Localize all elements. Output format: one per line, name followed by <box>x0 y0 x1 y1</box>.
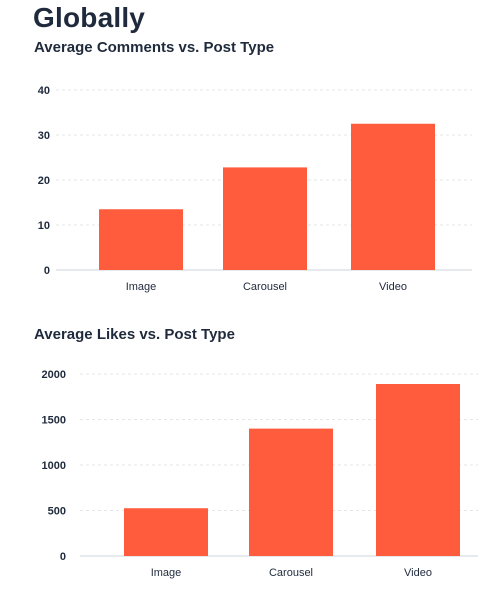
bar-comments-carousel <box>223 167 307 270</box>
y-tick-label-comments-0: 0 <box>44 265 50 277</box>
y-tick-label-likes-1: 500 <box>48 506 66 518</box>
y-tick-label-comments-3: 30 <box>38 130 50 142</box>
y-tick-label-likes-0: 0 <box>60 551 66 563</box>
x-category-label-comments-image: Image <box>126 281 157 293</box>
page-title: Globally <box>33 2 146 33</box>
x-category-label-likes-carousel: Carousel <box>269 567 313 579</box>
y-tick-label-likes-4: 2000 <box>42 369 66 381</box>
bar-likes-carousel <box>249 428 333 556</box>
y-tick-label-comments-2: 20 <box>38 175 50 187</box>
bar-comments-image <box>99 209 183 270</box>
chart-title-likes: Average Likes vs. Post Type <box>34 326 235 343</box>
chart-title-comments: Average Comments vs. Post Type <box>34 39 275 56</box>
y-tick-label-likes-3: 1500 <box>42 415 66 427</box>
bar-comments-video <box>351 123 435 270</box>
x-category-label-likes-image: Image <box>151 567 182 579</box>
y-tick-label-likes-2: 1000 <box>42 460 66 472</box>
y-tick-label-comments-1: 10 <box>38 220 50 232</box>
x-category-label-likes-video: Video <box>404 567 432 579</box>
comments-bar-chart: 0 10 20 30 40 Image Carousel Video <box>38 85 472 293</box>
likes-bar-chart: 0 500 1000 1500 2000 Image Carousel Video <box>42 369 478 579</box>
y-tick-label-comments-4: 40 <box>38 85 50 97</box>
bar-likes-image <box>124 508 208 556</box>
x-category-label-comments-video: Video <box>379 281 407 293</box>
bar-likes-video <box>376 384 460 556</box>
x-category-label-comments-carousel: Carousel <box>243 281 287 293</box>
